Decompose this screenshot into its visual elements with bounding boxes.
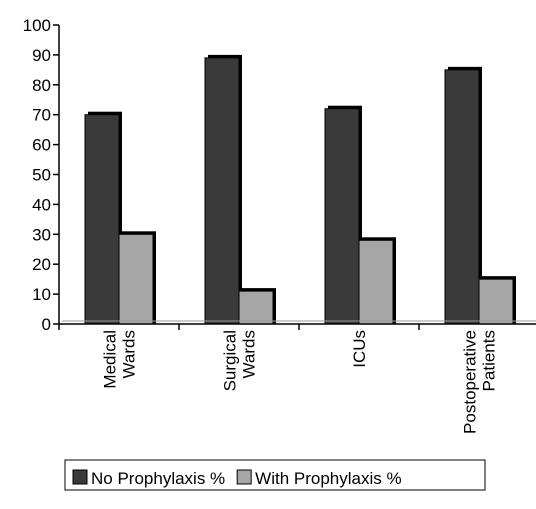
- category-label: Patients: [480, 330, 499, 391]
- bar: [238, 290, 274, 325]
- category-label: Postoperative: [461, 330, 480, 434]
- y-tick-label: 20: [32, 255, 51, 274]
- category-label: Medical: [101, 330, 120, 389]
- legend-swatch: [236, 469, 252, 485]
- y-tick-label: 70: [32, 106, 51, 125]
- bar: [204, 57, 240, 325]
- category-label: Wards: [240, 330, 259, 379]
- legend-swatch: [72, 469, 88, 485]
- legend-label: With Prophylaxis %: [255, 469, 401, 488]
- bar: [444, 69, 480, 325]
- legend-label: No Prophylaxis %: [91, 469, 225, 488]
- bar: [324, 108, 360, 325]
- y-tick-label: 40: [32, 195, 51, 214]
- bar: [478, 278, 514, 325]
- y-tick-label: 30: [32, 225, 51, 244]
- y-tick-label: 0: [42, 315, 51, 334]
- category-label: Wards: [120, 330, 139, 379]
- y-tick-label: 50: [32, 166, 51, 185]
- bar: [118, 233, 154, 325]
- bar: [358, 239, 394, 325]
- y-tick-label: 80: [32, 76, 51, 95]
- category-label: Surgical: [221, 330, 240, 391]
- category-label: ICUs: [350, 330, 369, 368]
- bar: [84, 114, 120, 325]
- y-tick-label: 10: [32, 285, 51, 304]
- y-tick-label: 60: [32, 136, 51, 155]
- y-tick-label: 90: [32, 46, 51, 65]
- y-tick-label: 100: [23, 16, 51, 35]
- legend: No Prophylaxis % With Prophylaxis %: [64, 459, 486, 491]
- legend-box: [64, 459, 486, 491]
